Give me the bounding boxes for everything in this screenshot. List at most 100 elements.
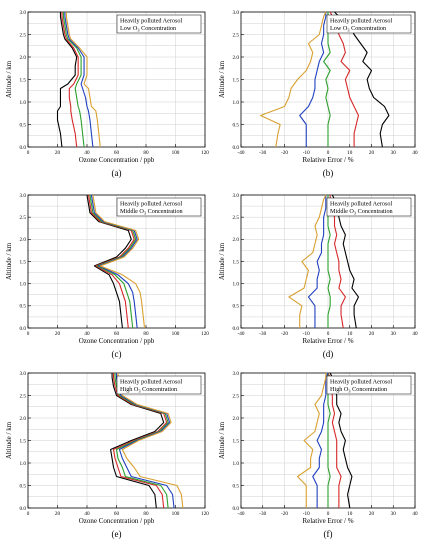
y-tick-label: 0.0 (233, 145, 240, 151)
y-tick-label: 2.0 (233, 416, 240, 422)
legend-line-1: Heavily polluted Aerosol (120, 379, 182, 386)
y-tick-label: 1.0 (20, 461, 27, 467)
x-tick-label: -40 (238, 150, 245, 156)
x-axis-label: Relative Error / % (302, 337, 353, 345)
x-tick-label: 100 (172, 150, 180, 156)
panel-label: (a) (112, 168, 122, 178)
legend-line-2: Middle O3 Concentration (330, 208, 393, 216)
x-tick-label: -10 (303, 150, 310, 156)
legend-line-2-post: Concentration (350, 25, 387, 32)
series-line-red (61, 12, 79, 148)
series-line-green (62, 12, 85, 148)
x-tick-label: 10 (347, 331, 353, 337)
legend-line-2-pre: High O (330, 386, 349, 393)
x-tick-label: 60 (114, 150, 120, 156)
y-tick-label: 2.0 (20, 237, 27, 243)
legend-line-2-pre: Middle O (330, 208, 354, 215)
legend-line-1: Heavily polluted Aerosol (120, 201, 182, 208)
legend-box (116, 197, 202, 217)
x-tick-label: 60 (114, 511, 120, 517)
series-line-blue (307, 195, 327, 328)
legend-line-2: High O3 Concentration (120, 386, 177, 394)
x-axis-label: Relative Error / % (302, 517, 353, 525)
y-tick-label: 0.0 (20, 326, 27, 332)
x-tick-label: -30 (259, 511, 266, 517)
y-axis-label: Altitude / km (5, 60, 13, 98)
legend-box (326, 14, 412, 34)
x-tick-label: 120 (201, 331, 209, 337)
legend-subscript: 3 (347, 28, 349, 33)
x-tick-label: 30 (391, 511, 397, 517)
y-tick-label: 0.5 (233, 483, 240, 489)
series-line-black (86, 194, 132, 329)
x-axis-label: Ozone Concentration / ppb (79, 517, 155, 525)
x-axis-label: Ozone Concentration / ppb (79, 337, 155, 345)
y-tick-label: 0.5 (20, 122, 27, 128)
y-tick-label: 2.0 (20, 55, 27, 61)
series-line-blue (64, 12, 94, 148)
x-axis-label: Ozone Concentration / ppb (79, 156, 155, 164)
panel-label: (c) (112, 349, 122, 359)
y-tick-label: 1.5 (233, 259, 240, 265)
legend-subscript: 3 (354, 211, 356, 216)
legend-line-2-pre: Low O (120, 25, 138, 32)
y-tick-label: 1.5 (233, 438, 240, 444)
y-tick-label: 2.5 (20, 32, 27, 38)
x-tick-label: -20 (281, 511, 288, 517)
y-axis-label: Altitude / km (218, 242, 226, 280)
x-tick-label: 40 (84, 511, 90, 517)
x-tick-label: 30 (391, 150, 397, 156)
legend-line-1: Heavily polluted Aerosol (330, 201, 392, 208)
y-tick-label: 3.0 (233, 193, 240, 199)
y-tick-label: 0.5 (20, 483, 27, 489)
legend-line-1: Heavily polluted Aerosol (330, 18, 392, 25)
y-axis-label: Altitude / km (218, 421, 226, 459)
legend-subscript: 3 (144, 211, 146, 216)
y-tick-label: 2.5 (20, 215, 27, 221)
panel-d: -40 -30 -20 -10 0 10 20 30 40 0.0 0.5 1.0 1.5 2.0 2.5 3… (218, 193, 418, 359)
x-tick-label: 40 (84, 150, 90, 156)
legend-line-2-post: Concentration (141, 386, 178, 393)
y-tick-label: 1.5 (20, 438, 27, 444)
y-tick-label: 0.0 (233, 326, 240, 332)
y-tick-label: 0.0 (233, 506, 240, 512)
y-tick-label: 0.5 (233, 122, 240, 128)
y-tick-label: 3.0 (20, 10, 27, 16)
legend-box (326, 375, 412, 395)
legend-line-2-pre: Middle O (120, 208, 144, 215)
x-tick-label: 20 (369, 150, 375, 156)
x-tick-label: 20 (369, 511, 375, 517)
legend-line-2: High O3 Concentration (330, 386, 387, 394)
series-line-orange (260, 11, 327, 148)
series-line-orange (288, 194, 327, 328)
x-tick-label: 0 (327, 331, 330, 337)
legend-line-2-post: Concentration (351, 386, 388, 393)
legend-line-2: Low O3 Concentration (120, 25, 176, 33)
y-tick-label: 0.0 (20, 506, 27, 512)
x-tick-label: 120 (201, 511, 209, 517)
x-tick-label: -30 (259, 331, 266, 337)
y-tick-label: 2.0 (233, 55, 240, 61)
y-tick-label: 0.0 (20, 145, 27, 151)
panel-a: 0 20 40 60 80 100 120 0.0 0.5 1.0 1.5 2.0 2.5 3.0 Heav… (5, 10, 209, 178)
y-tick-label: 1.0 (233, 281, 240, 287)
x-tick-label: 20 (369, 331, 375, 337)
x-axis-label: Relative Error / % (302, 156, 353, 164)
legend-line-2: Low O3 Concentration (330, 25, 386, 33)
series-line-black (110, 373, 165, 509)
legend-line-2-pre: Low O (330, 25, 348, 32)
panel-label: (e) (112, 529, 122, 539)
legend-subscript: 3 (348, 389, 350, 394)
x-tick-label: 10 (347, 511, 353, 517)
legend-line-2: Middle O3 Concentration (120, 208, 183, 216)
x-tick-label: 100 (172, 331, 180, 337)
x-tick-label: -10 (303, 331, 310, 337)
y-axis-label: Altitude / km (5, 421, 13, 459)
y-tick-label: 3.0 (20, 371, 27, 377)
series-line-black (56, 12, 78, 148)
x-tick-label: 20 (55, 150, 61, 156)
panel-b: -40 -30 -20 -10 0 10 20 30 40 0.0 0.5 1.0 1.5 2.0 2.5 3… (218, 10, 418, 178)
legend-box (116, 375, 202, 395)
y-tick-label: 1.5 (20, 259, 27, 265)
x-tick-label: 120 (201, 150, 209, 156)
